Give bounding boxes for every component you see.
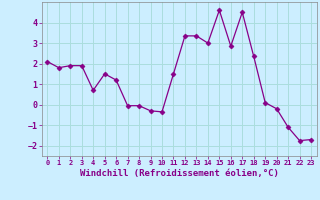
X-axis label: Windchill (Refroidissement éolien,°C): Windchill (Refroidissement éolien,°C) [80, 169, 279, 178]
